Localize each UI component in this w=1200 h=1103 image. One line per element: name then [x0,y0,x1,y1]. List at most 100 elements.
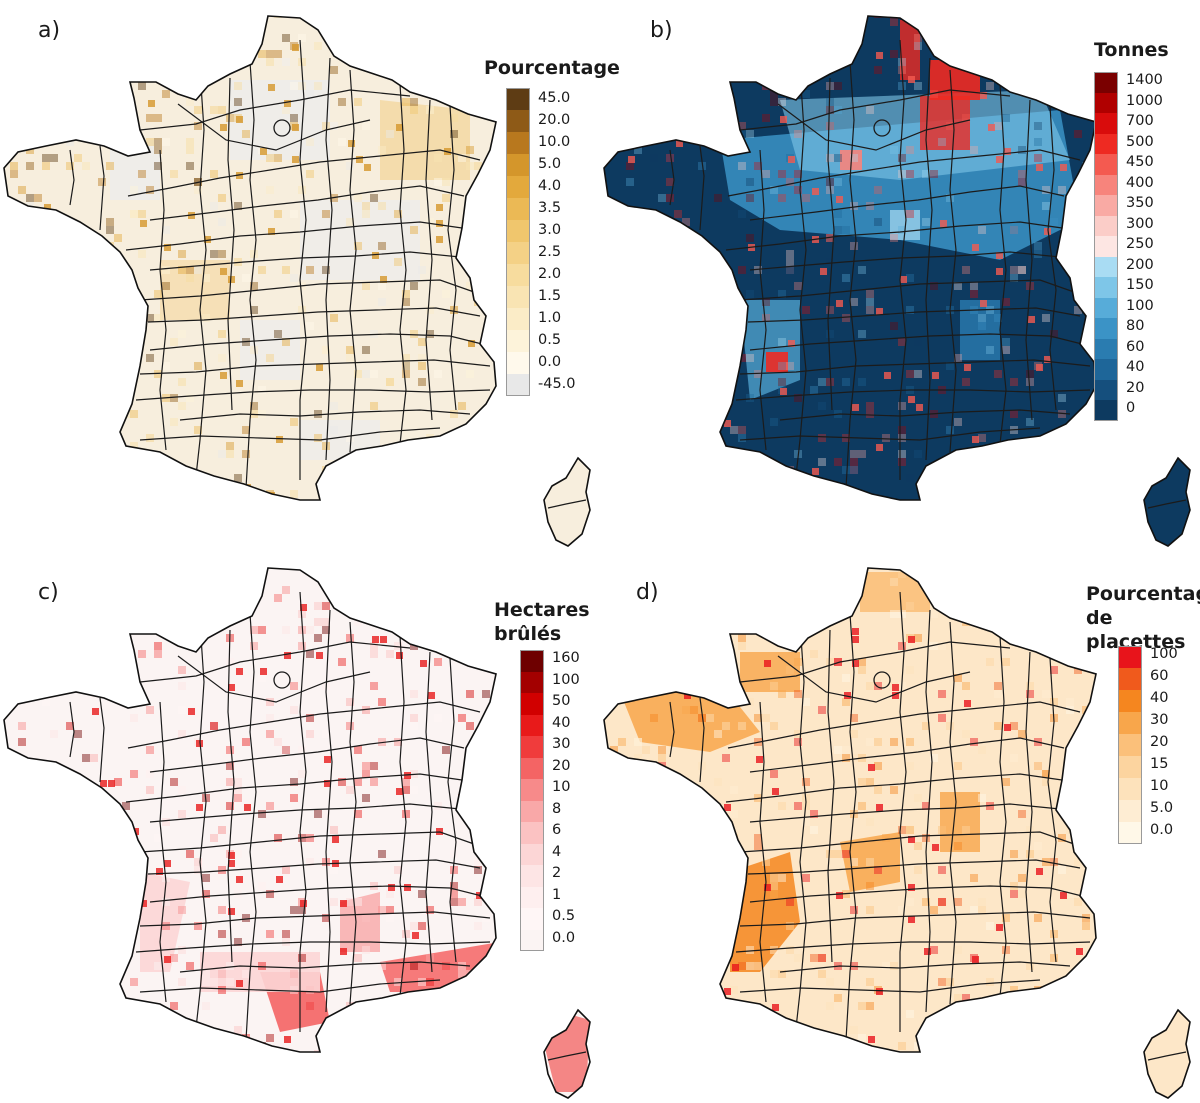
map-grid-cell [178,378,186,386]
map-grid-cell [316,652,323,659]
map-grid-cell [42,354,50,362]
map-grid-cell [314,602,322,610]
map-grid-cell [1060,164,1067,171]
map-grid-cell [58,42,66,50]
map-grid-cell [482,738,490,746]
department-boundary [699,697,705,783]
map-grid-cell [410,962,418,970]
map-grid-cell [218,930,226,938]
map-grid-cell [114,1002,122,1010]
map-grid-cell [866,202,874,210]
map-grid-cell [1066,890,1074,898]
legend-label: 20 [552,757,571,774]
legend-swatch [1118,734,1142,756]
map-grid-cell [714,74,722,82]
map-grid-cell [692,900,699,907]
map-grid-cell [994,50,1002,58]
map-grid-cell [450,130,458,138]
map-grid-cell [82,1042,90,1050]
map-grid-cell [802,42,810,50]
map-grid-cell [658,122,666,130]
map-grid-cell [130,466,138,474]
map-grid-cell [410,722,418,730]
map-grid-cell [890,18,898,26]
map-grid-cell [154,26,162,34]
legend-label: 45.0 [538,90,571,106]
map-grid-cell [946,122,954,130]
legend-label: 40 [1150,690,1169,706]
map-grid-cell [1026,850,1034,858]
map-grid-cell [1066,586,1074,594]
map-a [3,15,591,547]
map-grid-cell [922,802,930,810]
map-grid-cell [626,514,634,522]
legend-swatch [520,843,544,865]
map-grid-cell [370,194,378,202]
map-grid-cell [972,244,979,251]
map-grid-cell [1066,762,1074,770]
legend-swatch [520,886,544,908]
map-grid-cell [82,514,90,522]
legend-label: 6 [552,822,562,838]
map-grid-cell [650,850,658,858]
map-grid-cell [60,652,67,659]
map-grid-cell [674,914,682,922]
map-grid-cell [148,100,155,107]
map-grid-cell [890,506,898,514]
map-grid-cell [962,114,970,122]
map-grid-cell [26,1050,34,1058]
department-boundary [749,333,1083,351]
map-grid-cell [354,618,362,626]
map-grid-cell [610,746,618,754]
map-grid-cell [82,1066,90,1074]
map-grid-cell [314,42,322,50]
map-grid-cell [650,642,658,650]
map-grid-cell [898,226,906,234]
map-grid-cell [850,42,858,50]
map-grid-cell [642,568,650,570]
map-grid-cell [978,226,986,234]
map-grid-cell [802,698,810,706]
map-grid-cell [90,658,98,666]
map-grid-cell [850,498,858,506]
map-grid-cell [330,898,338,906]
map-grid-cell [980,1020,987,1027]
map-grid-cell [618,1050,626,1058]
map-grid-cell [66,610,74,618]
map-grid-cell [1074,898,1082,906]
map-grid-cell [868,764,875,771]
map-grid-cell [1034,914,1042,922]
map-grid-cell [794,186,802,194]
map-grid-cell [954,762,962,770]
map-grid-cell [810,650,818,658]
map-grid-cell [178,570,186,578]
map-grid-cell [154,578,162,586]
department-boundary [159,149,167,451]
department-boundary [99,697,105,783]
map-grid-cell [66,82,74,90]
map-grid-cell [738,162,746,170]
map-grid-cell [18,930,26,938]
map-grid-cell [66,74,74,82]
department-boundary [245,61,257,489]
map-grid-cell [290,490,298,498]
map-grid-cell [1010,722,1018,730]
map-grid-cell [796,44,803,51]
map-grid-cell [322,618,330,626]
map-grid-cell [658,746,666,754]
map-grid-cell [626,938,634,946]
map-grid-cell [170,778,178,786]
map-grid-cell [972,612,979,619]
map-grid-cell [850,754,858,762]
map-grid-cell [1034,842,1042,850]
map-grid-cell [210,106,218,114]
map-grid-cell [834,210,842,218]
map-grid-cell [282,930,290,938]
map-grid-cell [834,658,842,666]
map-grid-cell [458,154,466,162]
map-grid-cell [890,530,898,538]
map-grid-cell [698,50,706,58]
map-grid-cell [322,514,330,522]
map-grid-cell [1012,572,1019,579]
department-boundary [739,359,1091,375]
